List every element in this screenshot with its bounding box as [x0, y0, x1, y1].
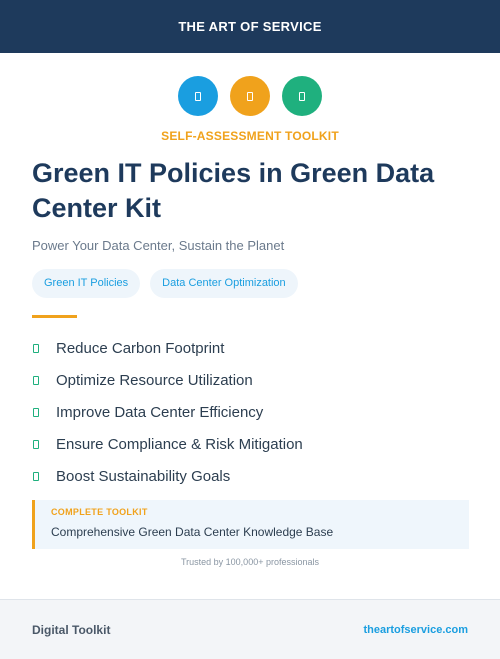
top-banner: THE ART OF SERVICE — [0, 0, 500, 53]
feature-list: Reduce Carbon Footprint Optimize Resourc… — [32, 332, 303, 492]
website-link[interactable]: theartofservice.com — [363, 623, 468, 636]
brand-name: THE ART OF SERVICE — [178, 19, 322, 34]
feature-label: Ensure Compliance & Risk Mitigation — [56, 435, 303, 453]
eyebrow-label: SELF-ASSESSMENT TOOLKIT — [161, 129, 339, 143]
check-icon — [33, 439, 39, 449]
callout-label: COMPLETE TOOLKIT — [51, 507, 148, 517]
feature-label: Improve Data Center Efficiency — [56, 403, 264, 421]
check-icon — [33, 471, 39, 481]
list-item: Improve Data Center Efficiency — [32, 396, 303, 428]
subtitle: Power Your Data Center, Sustain the Plan… — [32, 238, 285, 253]
list-item: Boost Sustainability Goals — [32, 460, 303, 492]
check-icon — [33, 407, 39, 417]
tag-green-it-policies: Green IT Policies — [32, 269, 141, 298]
check-icon — [33, 375, 39, 385]
trust-statement: Trusted by 100,000+ professionals — [180, 557, 319, 567]
list-item: Ensure Compliance & Risk Mitigation — [32, 428, 303, 460]
feature-label: Boost Sustainability Goals — [56, 467, 231, 485]
page-title: Green IT Policies in Green Data Center K… — [32, 158, 435, 223]
check-icon — [33, 343, 39, 353]
callout-text: Comprehensive Green Data Center Knowledg… — [51, 525, 334, 539]
footer: Digital Toolkit theartofservice.com — [0, 599, 500, 659]
accent-divider — [32, 315, 77, 318]
green-document-icon — [282, 76, 322, 116]
tag-list: Green IT Policies Data Center Optimizati… — [32, 269, 298, 298]
list-item: Reduce Carbon Footprint — [32, 332, 303, 364]
feature-label: Reduce Carbon Footprint — [56, 339, 225, 357]
feature-label: Optimize Resource Utilization — [56, 371, 253, 389]
footer-label: Digital Toolkit — [32, 622, 111, 637]
blue-document-icon — [178, 76, 218, 116]
list-item: Optimize Resource Utilization — [32, 364, 303, 396]
orange-document-icon — [230, 76, 270, 116]
tag-data-center-optimization: Data Center Optimization — [150, 269, 298, 298]
toolkit-callout: COMPLETE TOOLKIT Comprehensive Green Dat… — [32, 500, 469, 549]
hero-icons — [0, 76, 500, 116]
